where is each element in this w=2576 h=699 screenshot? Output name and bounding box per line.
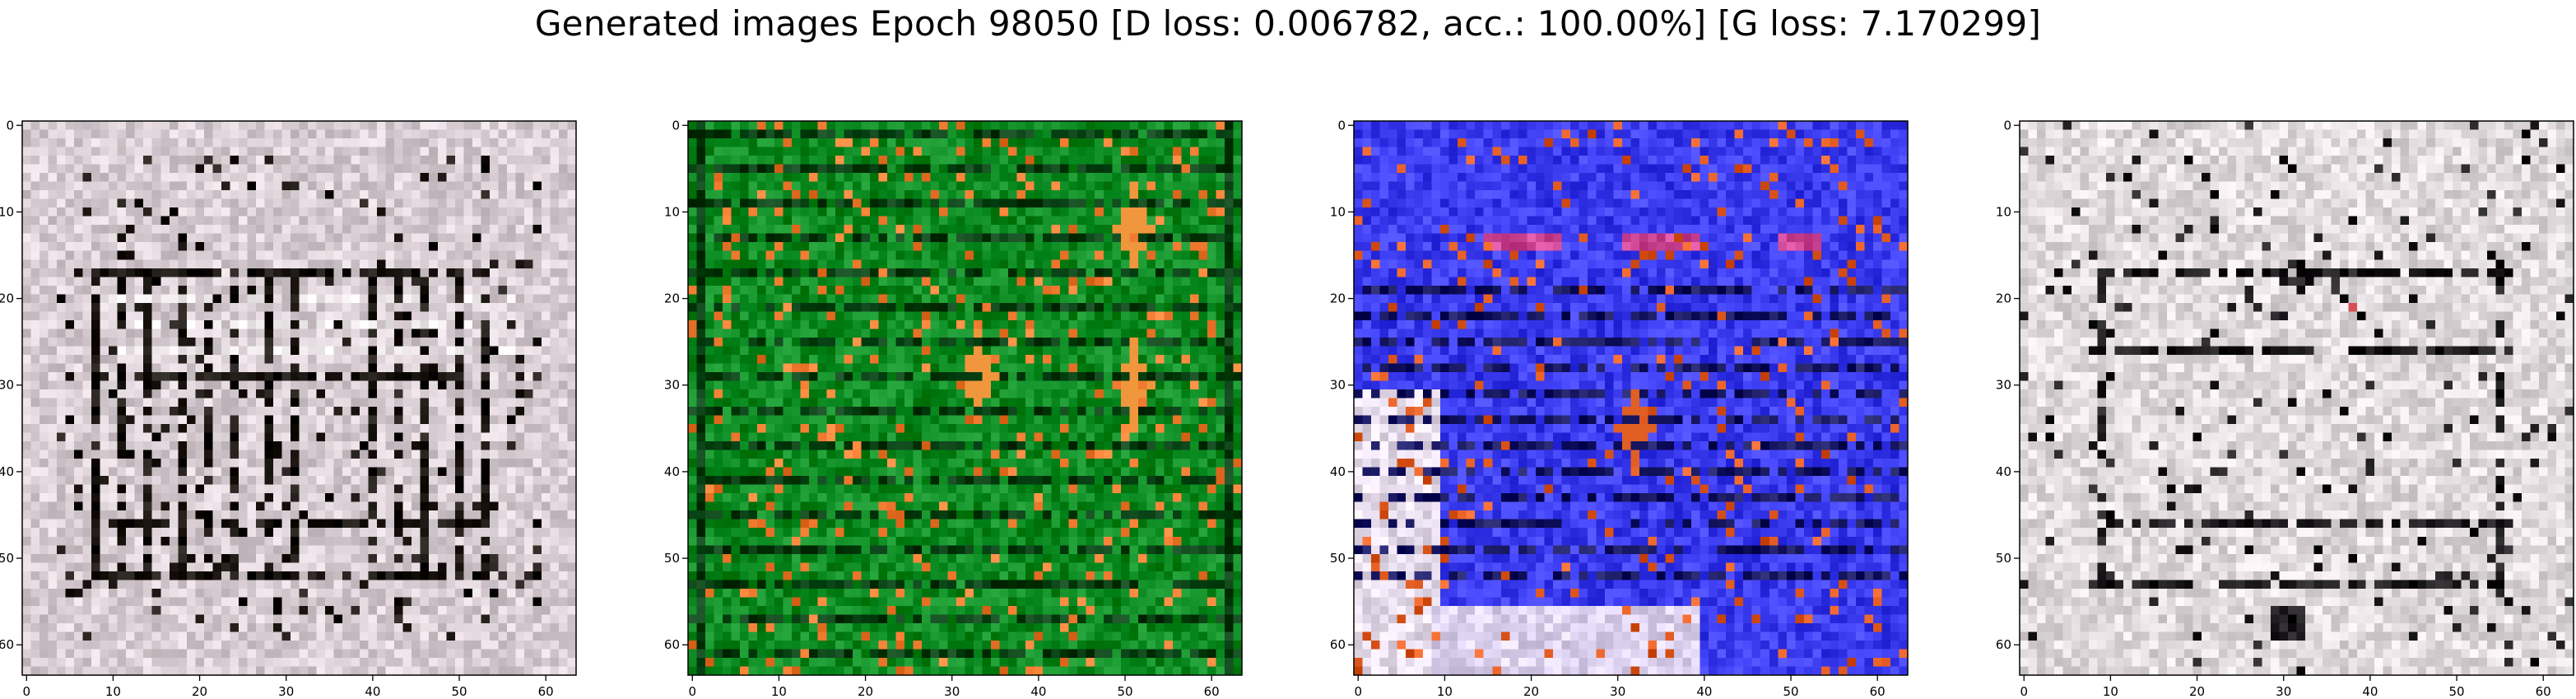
y-tick-label: 60 xyxy=(1996,637,2011,652)
x-tick-label: 10 xyxy=(105,684,121,696)
y-tick-label: 40 xyxy=(0,464,14,479)
y-tick-label: 20 xyxy=(1330,291,1346,306)
axes-frame xyxy=(2019,120,2574,676)
x-tick-label: 60 xyxy=(1870,684,1886,696)
y-tick-label: 10 xyxy=(1996,204,2011,219)
y-tick-label: 60 xyxy=(1330,637,1346,652)
y-tick-label: 10 xyxy=(0,204,14,219)
x-tick-label: 20 xyxy=(192,684,207,696)
x-tick-label: 30 xyxy=(2276,684,2291,696)
y-tick-label: 40 xyxy=(1330,464,1346,479)
y-tick-label: 60 xyxy=(0,637,14,652)
x-tick-label: 10 xyxy=(1437,684,1453,696)
x-tick-label: 30 xyxy=(1610,684,1625,696)
y-tick-label: 0 xyxy=(6,118,14,133)
x-tick-label: 30 xyxy=(278,684,294,696)
y-tick-label: 30 xyxy=(1996,378,2011,393)
y-tick-label: 20 xyxy=(1996,291,2011,306)
y-tick-label: 40 xyxy=(1996,464,2011,479)
x-tick-label: 10 xyxy=(2103,684,2118,696)
y-tick-label: 40 xyxy=(664,464,680,479)
axes-frame xyxy=(687,120,1243,676)
x-tick-label: 10 xyxy=(771,684,787,696)
x-tick-label: 50 xyxy=(1783,684,1798,696)
x-tick-label: 40 xyxy=(1030,684,1046,696)
generated-image-4: 0 10 20 30 40 50 60 0 10 20 30 40 50 60 xyxy=(1996,118,2574,699)
x-tick-label: 0 xyxy=(22,684,30,696)
axes-frame xyxy=(1353,120,1909,676)
x-tick-label: 30 xyxy=(944,684,960,696)
y-tick-label: 0 xyxy=(1337,118,1346,133)
figure-title: Generated images Epoch 98050 [D loss: 0.… xyxy=(534,3,2042,44)
x-tick-label: 0 xyxy=(2020,684,2028,696)
x-tick-label: 50 xyxy=(1117,684,1132,696)
x-tick-label: 0 xyxy=(1354,684,1362,696)
y-tick-label: 30 xyxy=(1330,378,1346,393)
y-tick-label: 50 xyxy=(0,551,14,566)
generated-image-1: 0 10 20 30 40 50 60 0 10 20 30 40 50 60 xyxy=(0,118,577,699)
x-tick-label: 60 xyxy=(2536,684,2551,696)
y-tick-label: 20 xyxy=(0,291,14,306)
x-tick-label: 50 xyxy=(451,684,467,696)
generated-image-2: 0 10 20 30 40 50 60 0 10 20 30 40 50 60 xyxy=(664,118,1243,699)
x-tick-label: 20 xyxy=(2189,684,2205,696)
y-tick-label: 0 xyxy=(2003,118,2011,133)
x-tick-label: 50 xyxy=(2448,684,2464,696)
x-tick-label: 40 xyxy=(1696,684,1712,696)
x-tick-label: 60 xyxy=(538,684,554,696)
y-tick-label: 10 xyxy=(1330,204,1346,219)
x-tick-label: 40 xyxy=(365,684,380,696)
y-tick-label: 20 xyxy=(664,291,680,306)
y-tick-label: 50 xyxy=(1996,551,2011,566)
generated-image-pixels xyxy=(688,121,1242,675)
x-tick-label: 60 xyxy=(1204,684,1220,696)
y-tick-label: 50 xyxy=(664,551,680,566)
x-tick-label: 20 xyxy=(858,684,873,696)
y-tick-label: 50 xyxy=(1330,551,1346,566)
x-tick-label: 0 xyxy=(688,684,696,696)
y-tick-label: 10 xyxy=(664,204,680,219)
y-tick-label: 30 xyxy=(0,378,14,393)
x-tick-label: 40 xyxy=(2362,684,2378,696)
y-tick-label: 60 xyxy=(664,637,680,652)
y-tick-label: 30 xyxy=(664,378,680,393)
axes-frame xyxy=(21,120,577,676)
y-tick-label: 0 xyxy=(672,118,680,133)
generated-image-pixels xyxy=(1354,121,1908,675)
generated-image-pixels xyxy=(2020,121,2574,675)
x-tick-label: 20 xyxy=(1523,684,1539,696)
generated-image-pixels xyxy=(22,121,576,675)
generated-image-3: 0 10 20 30 40 50 60 0 10 20 30 40 50 60 xyxy=(1330,118,1909,699)
